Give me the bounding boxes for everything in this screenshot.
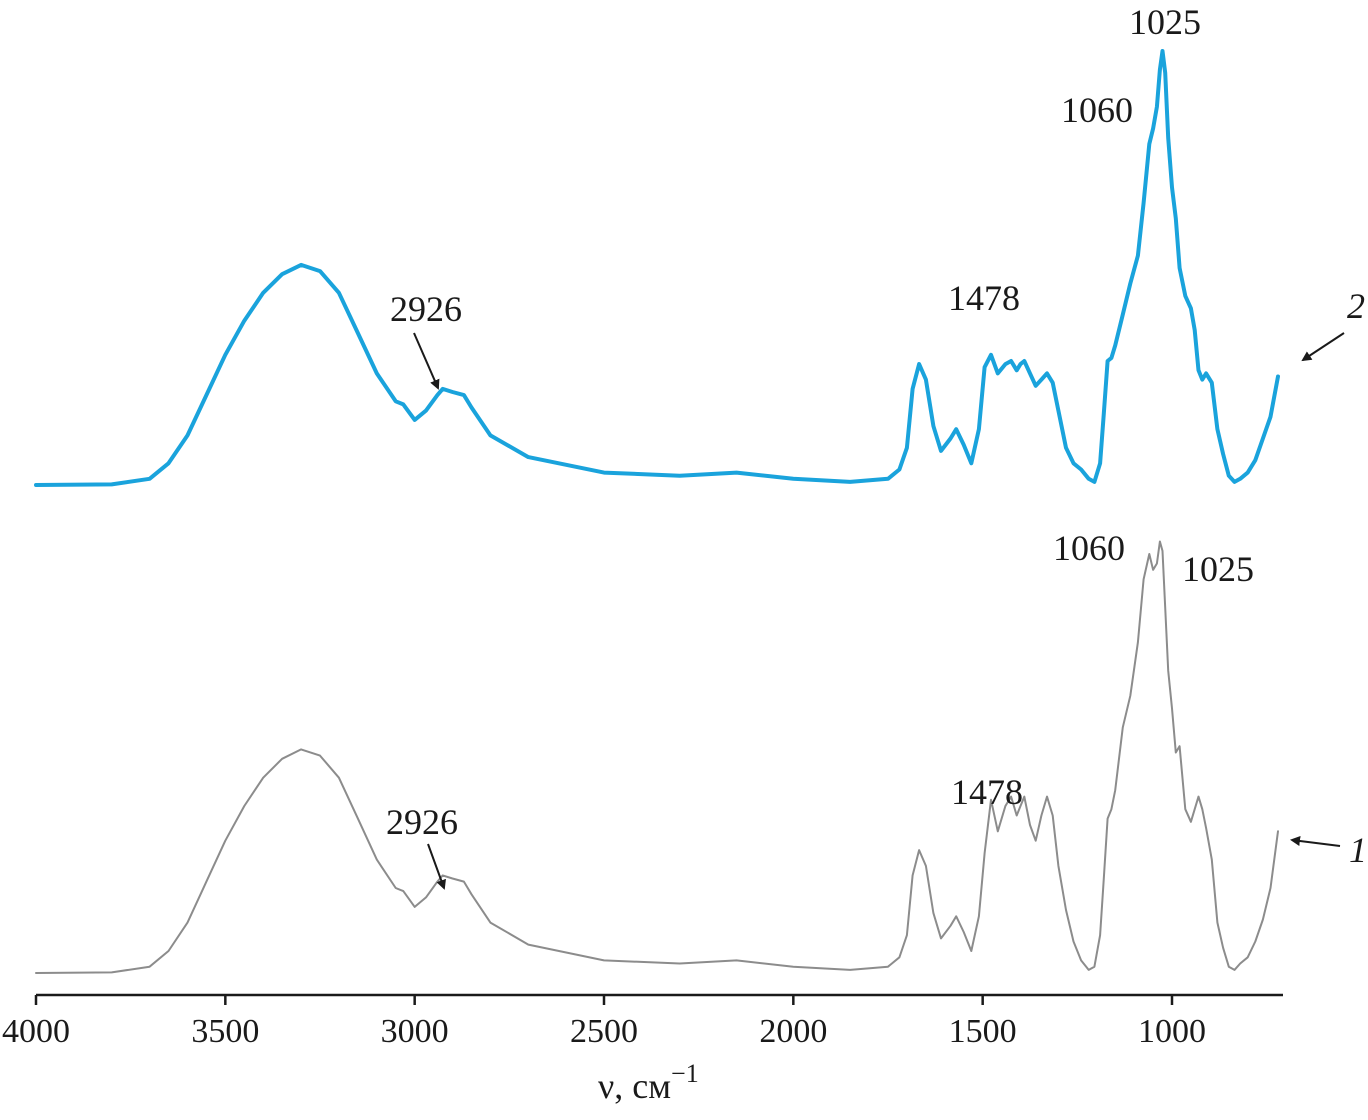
- peak-label-1025-series-1: 1025: [1182, 549, 1254, 589]
- x-axis-label: ν, см−1: [598, 1059, 699, 1106]
- peak-label-1060-series-2: 1060: [1061, 90, 1133, 130]
- peak-label-1478-series-1: 1478: [951, 772, 1023, 812]
- annotation-layer: 1025 1060 1478 2926 1060 1025 1478 2926 2 1: [386, 2, 1367, 890]
- x-tick-label: 2000: [759, 1013, 827, 1050]
- peak-label-1478-series-2: 1478: [948, 278, 1020, 318]
- x-axis-label-text: ν, см: [598, 1066, 671, 1106]
- curve-label-arrow-1: [1290, 836, 1341, 847]
- x-ticks: 4000 3500 3000 2500 2000 1500 1000: [2, 995, 1206, 1050]
- peak-label-1060-series-1: 1060: [1053, 528, 1125, 568]
- peak-label-1025-series-2: 1025: [1129, 2, 1201, 42]
- series-line-2: [34, 49, 1280, 487]
- x-axis: 4000 3500 3000 2500 2000 1500 1000: [2, 993, 1283, 1050]
- curve-label-2: 2: [1347, 286, 1365, 326]
- curve-label-1: 1: [1349, 830, 1367, 870]
- peak-label-2926-series-2: 2926: [390, 289, 462, 329]
- peak-arrow-2926-series-1: [427, 843, 446, 890]
- x-tick-label: 3500: [191, 1013, 259, 1050]
- series-line-1: [35, 540, 1279, 974]
- peak-label-2926-series-1: 2926: [386, 802, 458, 842]
- x-tick-label: 3000: [381, 1013, 449, 1050]
- series-layer: [34, 49, 1280, 974]
- peak-arrow-2926-series-2: [413, 332, 440, 390]
- x-tick-label: 4000: [2, 1013, 70, 1050]
- x-axis-label-superscript: −1: [671, 1059, 699, 1088]
- x-tick-label: 2500: [570, 1013, 638, 1050]
- x-tick-label: 1500: [949, 1013, 1017, 1050]
- curve-label-arrow-2: [1301, 332, 1345, 362]
- x-tick-label: 1000: [1138, 1013, 1206, 1050]
